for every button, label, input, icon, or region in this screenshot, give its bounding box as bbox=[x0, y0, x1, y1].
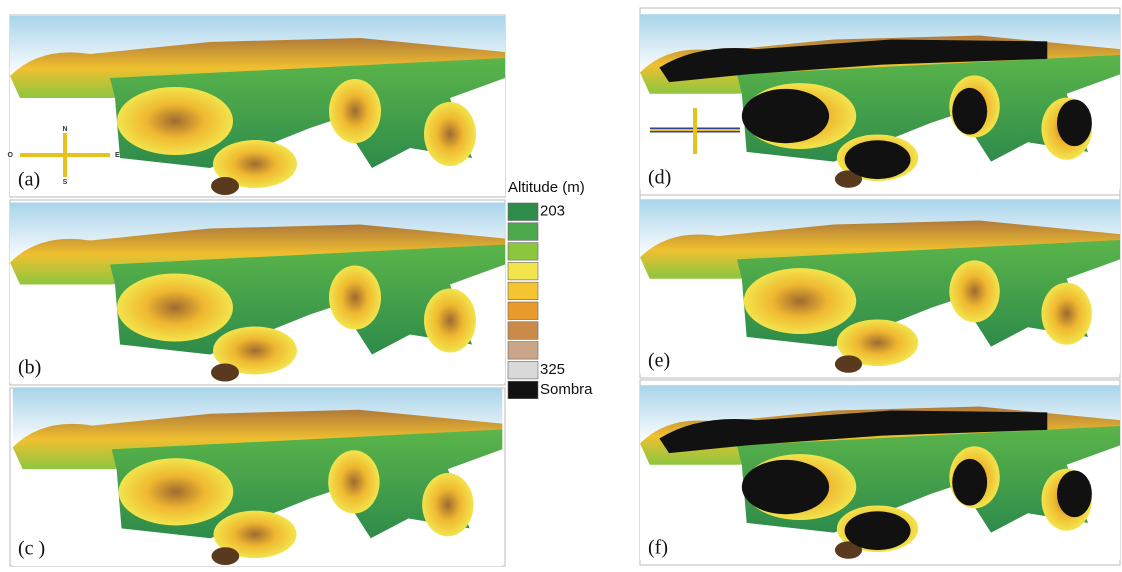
terrain bbox=[10, 16, 505, 196]
compass-north: N bbox=[62, 126, 67, 133]
compass-east: E bbox=[115, 152, 120, 159]
panels: (a) (b) (c ) (d) (e) (f) bbox=[10, 8, 1120, 566]
legend-swatch bbox=[508, 282, 538, 300]
panel-label: (a) bbox=[18, 169, 40, 191]
panel: (f) bbox=[640, 380, 1120, 565]
panel-label: (e) bbox=[648, 350, 670, 372]
legend-swatch bbox=[508, 342, 538, 360]
panel: (b) bbox=[10, 200, 505, 385]
legend-swatch bbox=[508, 203, 538, 221]
panel-label: (d) bbox=[648, 167, 671, 189]
legend-swatch bbox=[508, 302, 538, 320]
legend-swatch bbox=[508, 361, 538, 379]
legend-label: 203 bbox=[540, 203, 565, 220]
compass-south: S bbox=[63, 179, 68, 186]
panel-label: (b) bbox=[18, 357, 41, 379]
compass-west: O bbox=[8, 152, 14, 159]
legend-title: Altitude (m) bbox=[508, 179, 585, 196]
legend-label: Sombra bbox=[540, 381, 593, 398]
terrain bbox=[640, 199, 1120, 374]
legend-swatch bbox=[508, 243, 538, 261]
figure: (a) (b) (c ) (d) (e) (f) N S E O Altitude (m)… bbox=[0, 0, 1122, 567]
legend-label: 325 bbox=[540, 361, 565, 378]
panel: (c ) bbox=[10, 388, 505, 566]
panel: (d) bbox=[640, 8, 1120, 195]
panel-label: (c ) bbox=[18, 538, 45, 560]
legend-swatch bbox=[508, 322, 538, 340]
legend: Altitude (m) 203 325 Sombra bbox=[508, 179, 593, 399]
legend-swatch bbox=[508, 262, 538, 280]
panel: (e) bbox=[640, 195, 1120, 378]
panel-label: (f) bbox=[648, 537, 668, 559]
panel: (a) bbox=[10, 15, 505, 197]
legend-swatch bbox=[508, 223, 538, 241]
terrain bbox=[13, 388, 503, 566]
legend-swatch bbox=[508, 381, 538, 399]
terrain bbox=[10, 203, 505, 383]
